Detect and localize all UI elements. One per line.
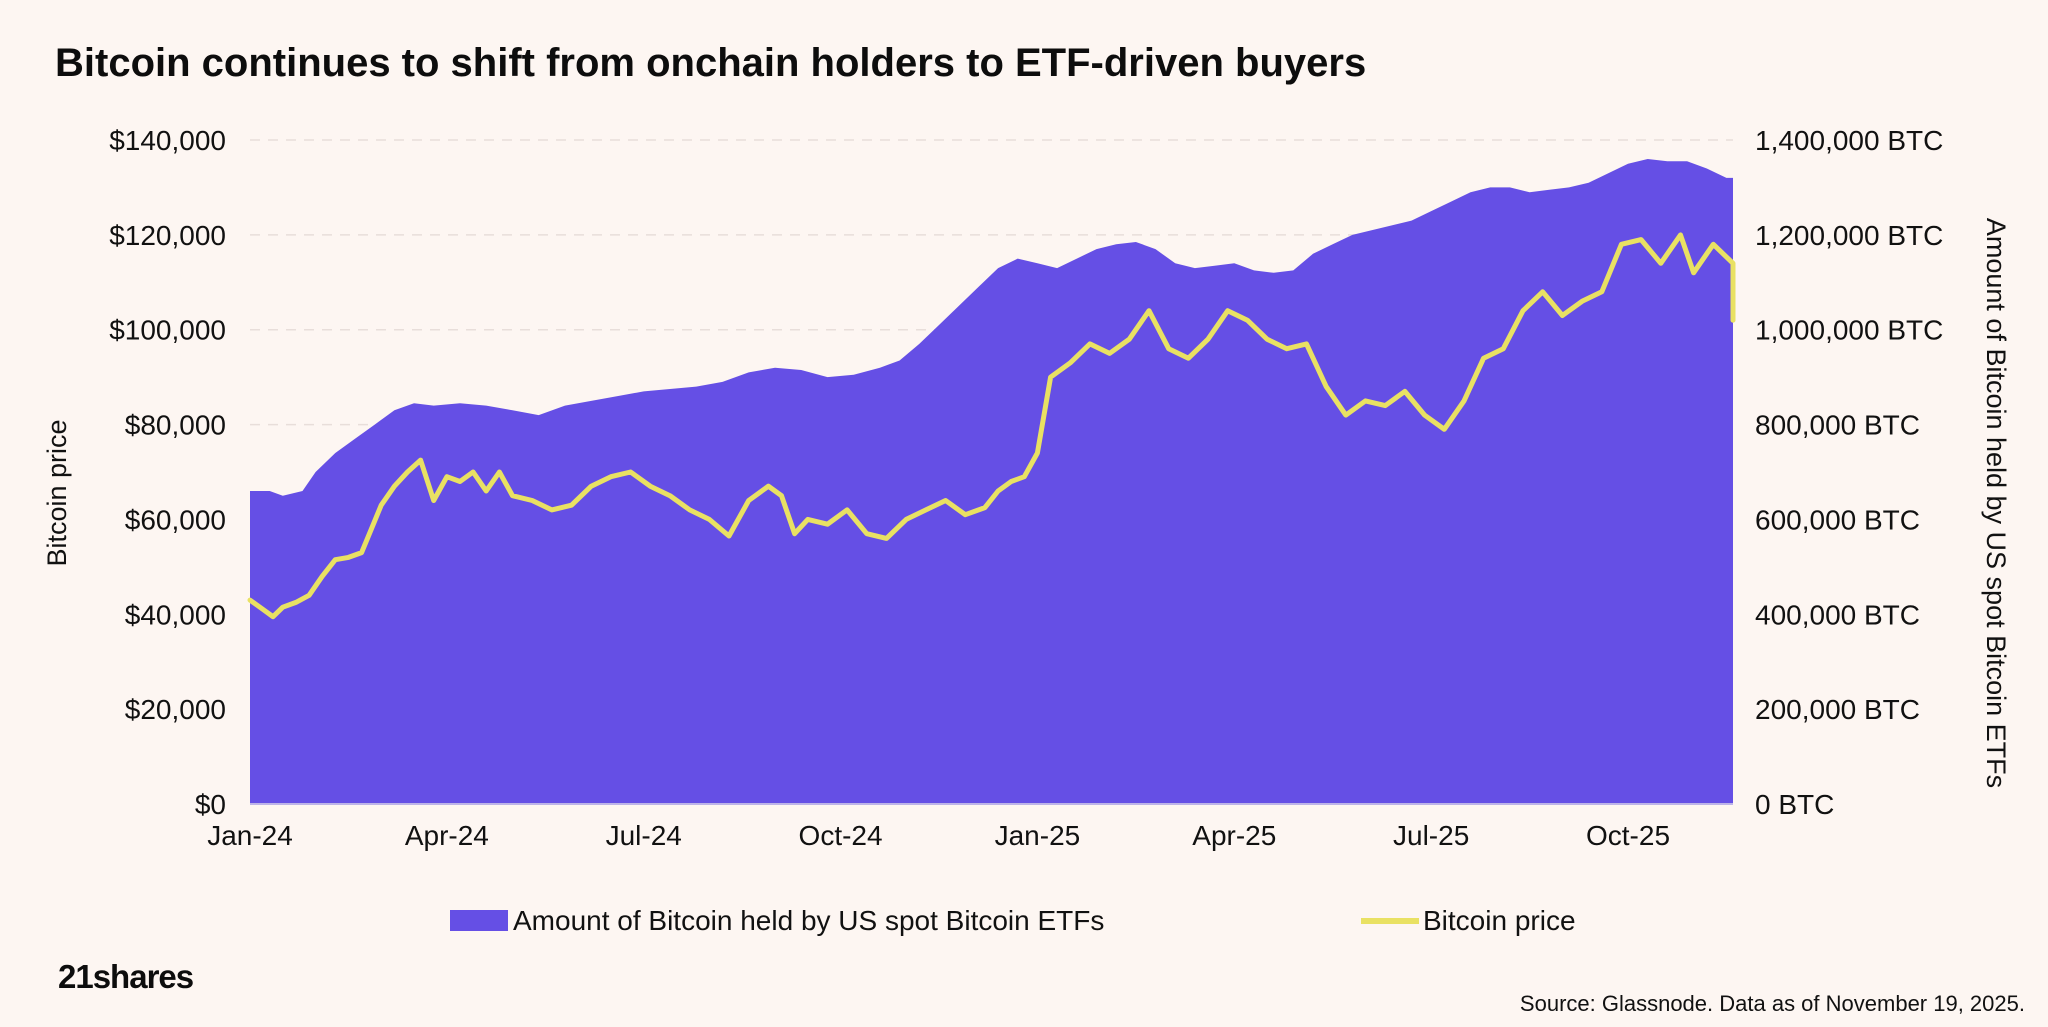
price-line-layer bbox=[247, 232, 1736, 620]
right-tick-label: 600,000 BTC bbox=[1755, 504, 1920, 535]
x-tick-label: Oct-25 bbox=[1586, 820, 1670, 851]
left-axis-title: Bitcoin price bbox=[42, 419, 72, 566]
left-tick-label: $80,000 bbox=[125, 410, 226, 441]
right-tick-label: 1,200,000 BTC bbox=[1755, 220, 1943, 251]
left-tick-label: $100,000 bbox=[109, 315, 226, 346]
right-y-axis: 0 BTC 200,000 BTC 400,000 BTC 600,000 BTC 80… bbox=[1755, 125, 1943, 820]
right-tick-label: 200,000 BTC bbox=[1755, 694, 1920, 725]
left-tick-label: $60,000 bbox=[125, 504, 226, 535]
source-note: Source: Glassnode. Data as of November 1… bbox=[1520, 991, 2025, 1016]
right-tick-label: 800,000 BTC bbox=[1755, 410, 1920, 441]
left-tick-label: $40,000 bbox=[125, 599, 226, 630]
x-tick-label: Jul-25 bbox=[1393, 820, 1469, 851]
legend: Amount of Bitcoin held by US spot Bitcoi… bbox=[450, 905, 1576, 936]
brand-logo: 21shares bbox=[58, 958, 193, 995]
left-y-axis: $0 $20,000 $40,000 $60,000 $80,000 $100,000 $1… bbox=[109, 125, 226, 820]
x-axis: Jan-24 Apr-24 Jul-24 Oct-24 Jan-25 Apr-25 Jul-… bbox=[207, 820, 1670, 851]
right-tick-label: 400,000 BTC bbox=[1755, 599, 1920, 630]
legend-area-label: Amount of Bitcoin held by US spot Bitcoi… bbox=[513, 905, 1104, 936]
left-tick-label: $20,000 bbox=[125, 694, 226, 725]
left-tick-label: $120,000 bbox=[109, 220, 226, 251]
etf-holdings-area-layer bbox=[250, 159, 1733, 804]
legend-line-label: Bitcoin price bbox=[1423, 905, 1576, 936]
legend-area-swatch bbox=[450, 910, 508, 931]
right-tick-label: 0 BTC bbox=[1755, 789, 1834, 820]
x-tick-label: Apr-25 bbox=[1192, 820, 1276, 851]
x-tick-label: Oct-24 bbox=[799, 820, 883, 851]
right-tick-label: 1,000,000 BTC bbox=[1755, 315, 1943, 346]
right-tick-label: 1,400,000 BTC bbox=[1755, 125, 1943, 156]
right-axis-title: Amount of Bitcoin held by US spot Bitcoi… bbox=[1981, 218, 2011, 788]
chart-title: Bitcoin continues to shift from onchain … bbox=[55, 41, 1366, 85]
x-tick-label: Jan-24 bbox=[207, 820, 293, 851]
bitcoin-price-line bbox=[247, 232, 1736, 620]
x-tick-label: Jan-25 bbox=[995, 820, 1081, 851]
left-tick-label: $0 bbox=[195, 789, 226, 820]
x-tick-label: Jul-24 bbox=[606, 820, 682, 851]
left-tick-label: $140,000 bbox=[109, 125, 226, 156]
etf-holdings-area bbox=[250, 159, 1733, 804]
x-tick-label: Apr-24 bbox=[405, 820, 489, 851]
